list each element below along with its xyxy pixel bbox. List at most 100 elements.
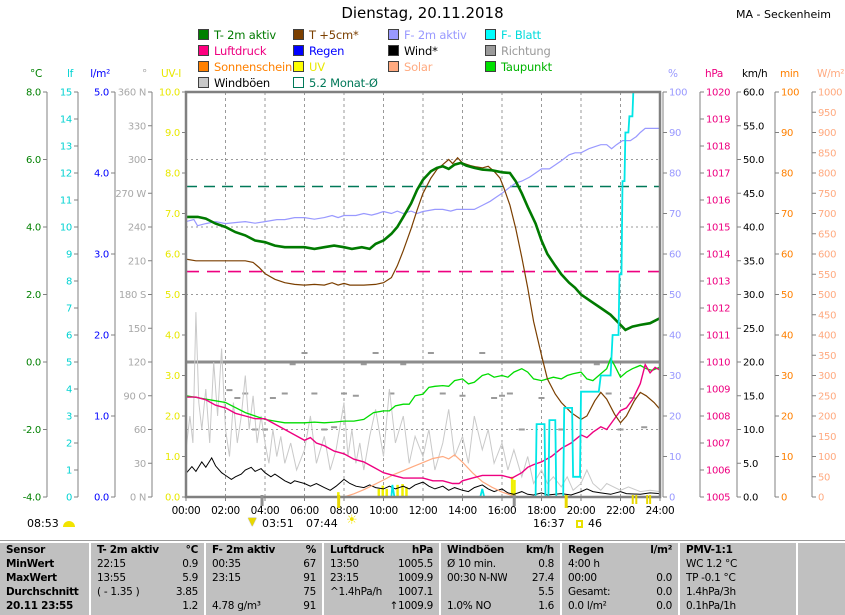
- legend-item-richtung[interactable]: Richtung: [485, 45, 551, 58]
- table-cell: 0.1hPa/1h: [680, 599, 796, 613]
- svg-text:0: 0: [669, 493, 675, 504]
- svg-text:360 N: 360 N: [118, 88, 146, 99]
- series-taupunkt: [185, 357, 661, 424]
- svg-text:12: 12: [60, 169, 72, 180]
- legend-item-sonnenschein[interactable]: Sonnenschein: [198, 61, 292, 74]
- table-cell: Gesamt: 0.0: [562, 585, 678, 599]
- legend-swatch-taupunkt-icon: [485, 61, 496, 72]
- table-cell: PMV-1:1: [680, 543, 796, 557]
- svg-text:18:00: 18:00: [527, 505, 556, 517]
- svg-text:45.0: 45.0: [743, 189, 764, 200]
- legend-item-f-blatt[interactable]: F- Blatt: [485, 29, 541, 42]
- marker-moon-time: 08:53: [27, 517, 59, 530]
- cell-text: T- 2m aktiv: [97, 544, 159, 556]
- legend-label-luftdruck: Luftdruck: [214, 44, 267, 58]
- svg-text:22:00: 22:00: [606, 505, 635, 517]
- svg-text:250: 250: [818, 391, 836, 402]
- svg-text:60: 60: [669, 250, 681, 261]
- svg-text:04:00: 04:00: [251, 505, 280, 517]
- table-cell: 22:15 0.9: [91, 557, 204, 571]
- legend-swatch-sonnenschein-icon: [198, 61, 209, 72]
- svg-text:10: 10: [60, 223, 72, 234]
- legend-item-windboeen[interactable]: Windböen: [198, 77, 270, 90]
- svg-text:6: 6: [66, 331, 72, 342]
- cell-text: Windböen: [447, 544, 505, 556]
- legend-item-t-2m-aktiv[interactable]: T- 2m aktiv: [198, 29, 276, 42]
- svg-text:9: 9: [66, 250, 72, 261]
- svg-text:8.0: 8.0: [165, 169, 180, 180]
- svg-text:400: 400: [818, 331, 836, 342]
- svg-text:2.0: 2.0: [26, 290, 41, 301]
- legend-label-monatsmittel: 5.2 Monat-Ø: [309, 76, 378, 90]
- svg-text:7.0: 7.0: [165, 209, 180, 220]
- svg-text:70: 70: [781, 209, 793, 220]
- series-wind: [185, 456, 661, 496]
- cell-text: 22:15: [97, 558, 126, 570]
- legend-item-uv[interactable]: UV: [293, 61, 325, 74]
- svg-text:lf: lf: [67, 68, 74, 80]
- legend-item-regen[interactable]: Regen: [293, 45, 344, 58]
- svg-text:2: 2: [66, 439, 72, 450]
- cell-text: 0.1hPa/1h: [686, 600, 736, 612]
- legend-item-f-2m-aktiv[interactable]: F- 2m aktiv: [388, 29, 467, 42]
- svg-text:10:00: 10:00: [369, 505, 398, 517]
- svg-text:0: 0: [66, 493, 72, 504]
- cell-value: 1005.5: [398, 558, 433, 570]
- svg-text:3: 3: [66, 412, 72, 423]
- cell-text: Regen: [568, 544, 604, 556]
- legend-label-f-2m-aktiv: F- 2m aktiv: [404, 28, 467, 42]
- svg-text:1008: 1008: [706, 412, 730, 423]
- time-axis: 00:00 02:00 04:00 06:00 08:00 10:00 12:00 14:00…: [172, 495, 675, 517]
- svg-text:km/h: km/h: [742, 68, 767, 80]
- cell-value: %: [305, 544, 317, 556]
- svg-text:10.0: 10.0: [743, 425, 764, 436]
- svg-text:150: 150: [818, 432, 836, 443]
- table-cell: 4.78 g/m³ 91: [206, 599, 322, 613]
- cell-value: 1009.9: [398, 572, 433, 584]
- table-cell: Regen l/m²: [562, 543, 678, 557]
- legend-swatch-solar-icon: [388, 61, 399, 72]
- svg-text:11: 11: [60, 196, 72, 207]
- legend-label-richtung: Richtung: [501, 44, 551, 58]
- svg-text:6.0: 6.0: [165, 250, 180, 261]
- svg-text:50: 50: [818, 472, 830, 483]
- svg-text:30: 30: [134, 459, 146, 470]
- cell-text: Gesamt:: [568, 586, 611, 598]
- table-cell: 13:55 5.9: [91, 571, 204, 585]
- legend-item-wind[interactable]: Wind*: [388, 45, 438, 58]
- temp-axis: °C 8.0 6.0 4.0 2.0 0.0 -2.0 -4.0: [23, 68, 48, 504]
- svg-text:1013: 1013: [706, 277, 730, 288]
- cell-value: °C: [185, 544, 199, 556]
- svg-text:1000: 1000: [818, 88, 842, 99]
- legend-item-t-5cm[interactable]: T +5cm*: [293, 29, 359, 42]
- table-cell: ↑1009.9: [324, 599, 439, 613]
- table-divider-highlight: [0, 541, 845, 543]
- svg-text:0 N: 0 N: [130, 493, 146, 504]
- svg-text:1: 1: [66, 466, 72, 477]
- direction-axis: ° 360 N 330 300 270 W 240 210 180 S 150 120 90 O 60…: [115, 68, 153, 504]
- legend-swatch-richtung-icon: [485, 45, 496, 56]
- table-cell: 23:15 1009.9: [324, 571, 439, 585]
- legend-item-monatsmittel[interactable]: 5.2 Monat-Ø: [293, 77, 378, 90]
- legend-item-taupunkt[interactable]: Taupunkt: [485, 61, 552, 74]
- svg-text:55.0: 55.0: [743, 121, 764, 132]
- legend-swatch-t-5cm-icon: [293, 29, 304, 40]
- table-cell: Ø 10 min. 0.8: [441, 557, 560, 571]
- legend-item-luftdruck[interactable]: Luftdruck: [198, 44, 267, 58]
- cell-value: 1.6: [538, 600, 554, 612]
- table-row-label: MaxWert: [6, 572, 57, 584]
- svg-text:950: 950: [818, 108, 836, 119]
- series-uv: [337, 476, 516, 497]
- legend-swatch-luftdruck-icon: [198, 45, 209, 56]
- table-cell: 13:50 1005.5: [324, 557, 439, 571]
- legend-item-solar[interactable]: Solar: [388, 61, 433, 74]
- svg-text:5: 5: [66, 358, 72, 369]
- svg-text:35.0: 35.0: [743, 256, 764, 267]
- table-cell: 00:00 0.0: [562, 571, 678, 585]
- cell-value: 5.9: [182, 572, 198, 584]
- svg-text:60: 60: [134, 425, 146, 436]
- svg-text:1010: 1010: [706, 358, 730, 369]
- svg-text:0.0: 0.0: [26, 358, 41, 369]
- table-cell: 5.5: [441, 585, 560, 599]
- svg-text:900: 900: [818, 128, 836, 139]
